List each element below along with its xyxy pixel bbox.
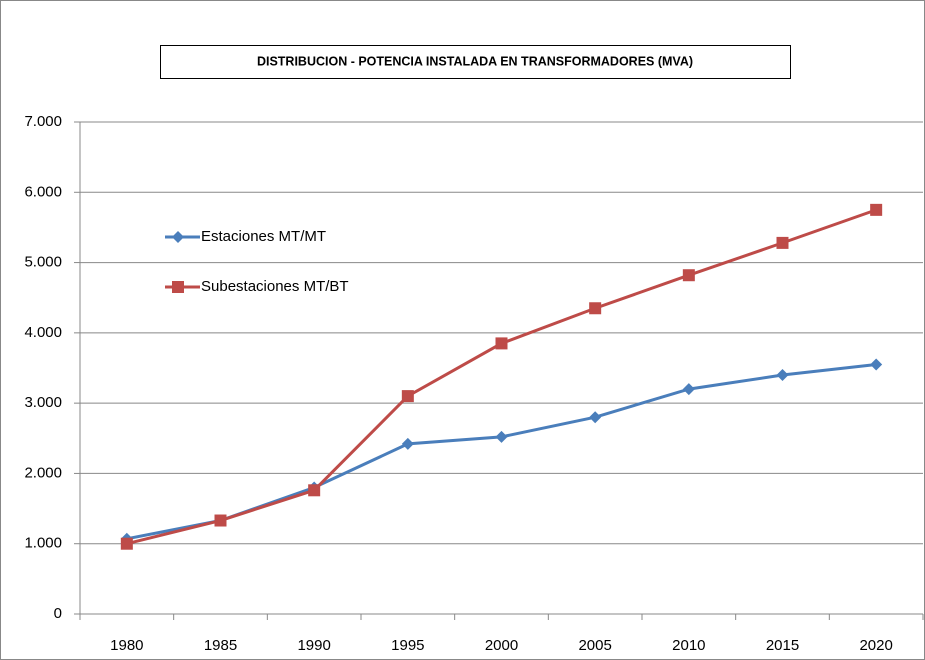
- y-tick-label: 7.000: [24, 113, 62, 130]
- data-point: [214, 514, 227, 527]
- legend-marker: [172, 281, 184, 293]
- data-point: [589, 411, 602, 424]
- y-tick-label: 0: [54, 605, 62, 622]
- y-tick-label: 2.000: [24, 464, 62, 481]
- data-point: [589, 302, 602, 315]
- data-point: [682, 269, 695, 282]
- x-tick-label: 2020: [859, 637, 892, 654]
- title-box: [160, 45, 791, 79]
- data-point: [776, 236, 789, 249]
- y-tick-label: 5.000: [24, 254, 62, 271]
- y-tick-label: 3.000: [24, 394, 62, 411]
- data-point: [495, 430, 508, 443]
- data-point: [120, 537, 133, 550]
- y-tick-label: 1.000: [24, 535, 62, 552]
- data-point: [776, 369, 789, 382]
- x-tick-label: 2005: [578, 637, 611, 654]
- data-point: [401, 437, 414, 450]
- legend-marker: [172, 231, 184, 243]
- data-point: [870, 358, 883, 371]
- data-point: [308, 484, 321, 497]
- legend-label: Estaciones MT/MT: [201, 228, 326, 245]
- data-point: [870, 203, 883, 216]
- y-tick-label: 4.000: [24, 324, 62, 341]
- x-tick-label: 1980: [110, 637, 143, 654]
- x-tick-label: 2010: [672, 637, 705, 654]
- data-point: [401, 390, 414, 403]
- x-tick-label: 2015: [766, 637, 799, 654]
- data-point: [682, 383, 695, 396]
- y-tick-label: 6.000: [24, 183, 62, 200]
- x-tick-label: 1995: [391, 637, 424, 654]
- chart-title: DISTRIBUCION - POTENCIA INSTALADA EN TRA…: [257, 54, 693, 68]
- x-tick-label: 1985: [204, 637, 237, 654]
- data-point: [495, 337, 508, 350]
- legend-label: Subestaciones MT/BT: [201, 278, 349, 295]
- x-tick-label: 1990: [297, 637, 330, 654]
- x-tick-label: 2000: [485, 637, 518, 654]
